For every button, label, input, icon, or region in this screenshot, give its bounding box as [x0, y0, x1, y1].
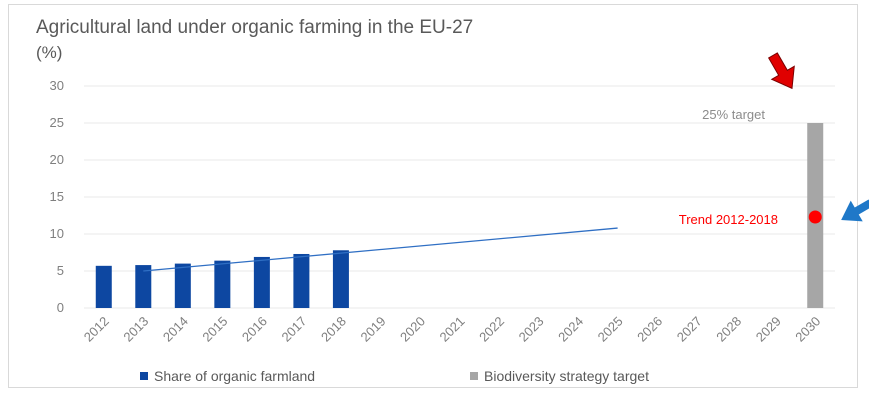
blue-left-arrow-icon [841, 199, 869, 222]
bar-organic-2017 [293, 253, 310, 308]
trend-annotation: Trend 2012-2018 [679, 212, 778, 227]
y-tick-label: 30 [50, 78, 64, 93]
y-tick-label: 10 [50, 226, 64, 241]
bar-organic-2016 [253, 256, 270, 308]
x-tick-label: 2012 [81, 314, 112, 345]
legend-swatch-target [470, 372, 478, 380]
x-tick-label: 2017 [278, 314, 309, 345]
x-tick-label: 2023 [516, 314, 547, 345]
x-tick-label: 2028 [713, 314, 744, 345]
x-tick-label: 2027 [674, 314, 705, 345]
x-tick-label: 2018 [318, 314, 349, 345]
x-tick-label: 2020 [397, 314, 428, 345]
x-tick-label: 2024 [555, 314, 586, 345]
y-tick-label: 25 [50, 115, 64, 130]
y-axis-unit: (%) [36, 43, 63, 62]
x-tick-label: 2015 [199, 314, 230, 345]
red-down-arrow-icon [767, 52, 795, 90]
bar-organic-2012 [95, 265, 112, 308]
y-tick-label: 15 [50, 189, 64, 204]
y-tick-label: 20 [50, 152, 64, 167]
legend-label-organic: Share of organic farmland [154, 368, 316, 384]
chart-frame [8, 4, 858, 388]
x-tick-label: 2022 [476, 314, 507, 345]
x-tick-label: 2016 [239, 314, 270, 345]
x-tick-label: 2014 [160, 314, 191, 345]
chart-legend: Share of organic farmland Biodiversity s… [0, 368, 869, 388]
x-tick-label: 2025 [595, 314, 626, 345]
bar-organic-2014 [174, 263, 191, 308]
legend-swatch-organic [140, 372, 148, 380]
legend-item-organic: Share of organic farmland [140, 368, 315, 384]
target-annotation: 25% target [702, 107, 765, 122]
legend-item-target: Biodiversity strategy target [470, 368, 649, 384]
bar-organic-2018 [332, 250, 349, 308]
y-tick-label: 5 [57, 263, 64, 278]
trend-line [143, 227, 618, 272]
bar-organic-2015 [214, 260, 231, 308]
x-tick-label: 2019 [358, 314, 389, 345]
y-tick-label: 0 [57, 300, 64, 315]
legend-label-target: Biodiversity strategy target [484, 368, 649, 384]
x-tick-label: 2021 [437, 314, 468, 345]
x-tick-label: 2029 [753, 314, 784, 345]
x-tick-label: 2026 [634, 314, 665, 345]
chart-title: Agricultural land under organic farming … [36, 17, 474, 38]
bar-organic-2013 [135, 265, 152, 308]
x-tick-label: 2013 [120, 314, 151, 345]
x-tick-label: 2030 [792, 314, 823, 345]
trend-2030-point [808, 210, 822, 224]
